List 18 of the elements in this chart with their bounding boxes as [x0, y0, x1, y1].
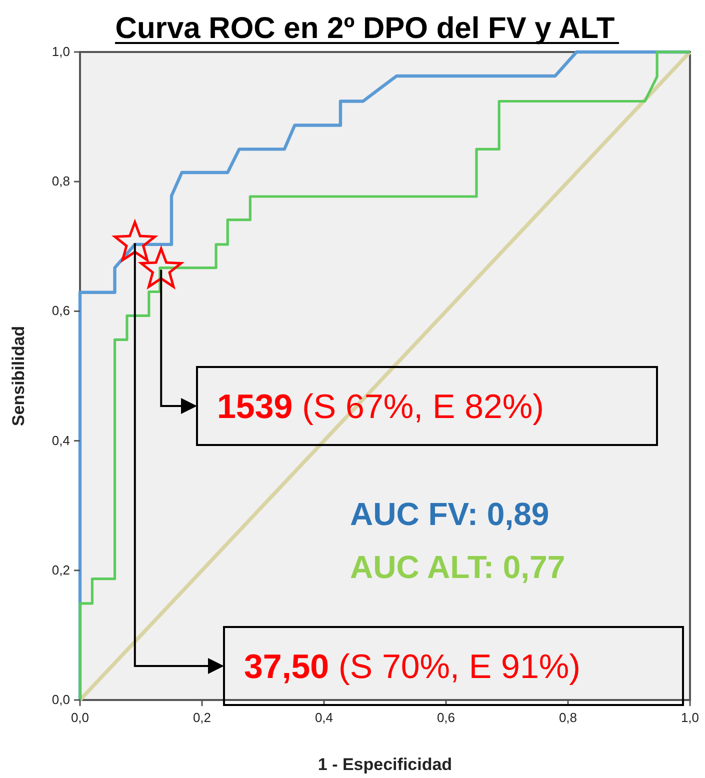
y-tick-label: 0,2: [52, 562, 70, 578]
x-tick-label: 0,4: [314, 710, 334, 725]
annotation: 37,50 (S 70%, E 91%): [244, 648, 580, 686]
x-tick-label: 1,0: [680, 710, 700, 725]
y-tick-label: 0,0: [52, 692, 70, 707]
y-tick-label: 0,4: [52, 432, 70, 448]
y-axis-title: Sensibilidad: [9, 326, 28, 426]
y-tick-label: 0,8: [52, 174, 70, 189]
x-axis-title: 1 - Especificidad: [318, 755, 452, 774]
annotation: 1539 (S 67%, E 82%): [217, 388, 544, 426]
annotation: AUC ALT: 0,77: [350, 549, 566, 585]
x-tick-label: 0,8: [558, 710, 578, 725]
x-tick-label: 0,0: [70, 710, 90, 725]
y-tick-label: 1,0: [52, 44, 70, 59]
y-tick-label: 0,6: [52, 303, 70, 318]
annotation: AUC FV: 0,89: [350, 496, 550, 532]
x-tick-label: 0,2: [192, 710, 212, 725]
x-tick-label: 0,6: [436, 710, 456, 725]
